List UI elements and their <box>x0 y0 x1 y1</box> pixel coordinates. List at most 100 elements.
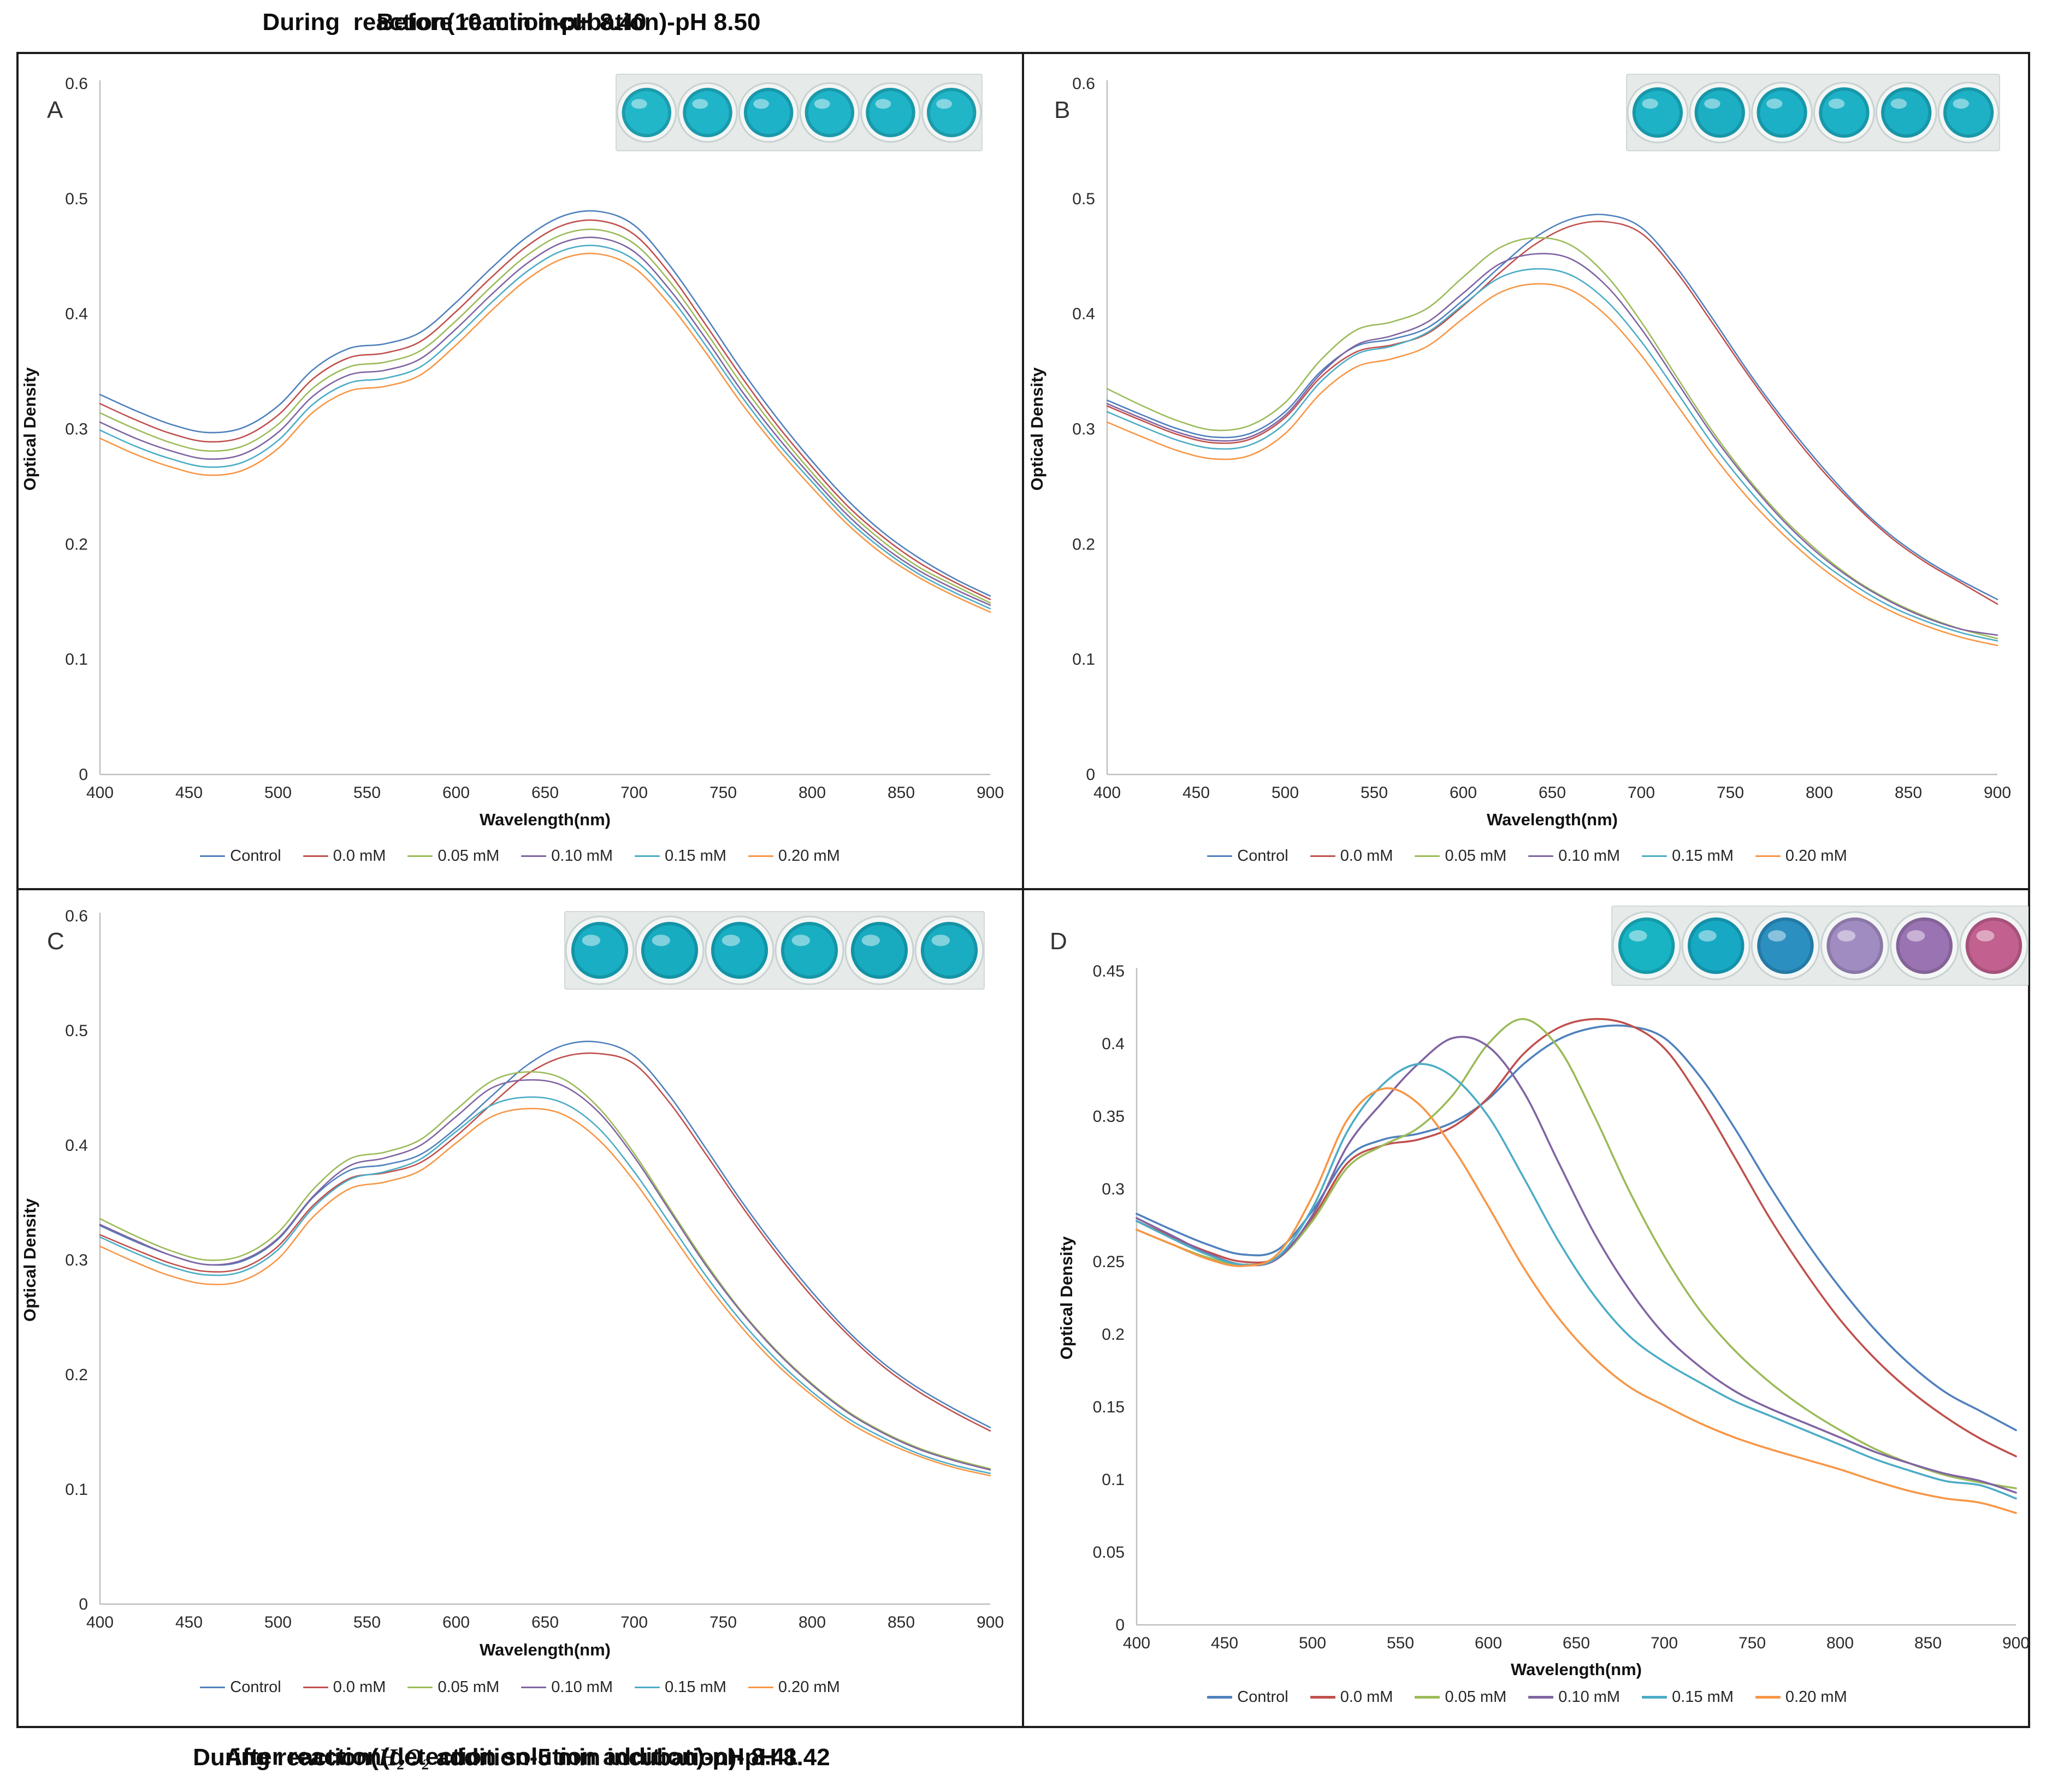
y-tick-label: 0 <box>1086 766 1095 784</box>
legend-item-0-05-mm: 0.05 mM <box>1415 1688 1506 1706</box>
legend-label: 0.0 mM <box>1340 1688 1393 1706</box>
y-tick-label: 0.05 <box>1093 1543 1125 1562</box>
panel-a-chart: 0.6 0.5 0.4 0.3 0.2 0.1 0 400 450 500 550 600 650 700… <box>19 54 1021 885</box>
x-tick-label: 500 <box>1299 1634 1326 1652</box>
well-5 <box>1881 87 1932 138</box>
well-highlight-4 <box>1837 930 1856 942</box>
panel-label-d: D <box>1050 928 1067 955</box>
well-highlight-6 <box>931 935 950 947</box>
legend-label: 0.10 mM <box>551 1678 613 1696</box>
well-shade-4 <box>1826 917 1883 974</box>
caption-c-post: addition-5 min incubation)-pH 8.42 <box>429 1744 830 1771</box>
y-tick-label: 0.6 <box>1072 75 1095 93</box>
legend-item-control: Control <box>200 1678 281 1696</box>
legend-label: 0.10 mM <box>1558 1688 1621 1706</box>
y-axis-title: Optical Density <box>1057 1236 1076 1359</box>
legend-line-icon <box>1207 1696 1233 1699</box>
well-highlight-3 <box>722 935 741 947</box>
series-line-0-05-mm <box>1106 237 1998 640</box>
well-shade-6 <box>920 921 978 979</box>
legend-item-0-20-mm: 0.20 mM <box>748 847 840 865</box>
well-4 <box>1826 917 1883 974</box>
y-tick-label: 0.4 <box>65 1137 88 1155</box>
y-tick-label: 0.1 <box>1102 1471 1125 1489</box>
x-tick-label: 600 <box>442 1613 470 1631</box>
legend-label: 0.0 mM <box>1340 847 1393 865</box>
well-plate-photo <box>564 911 985 990</box>
panel-b-title: During reaction(10 min incubation)-pH 8.… <box>262 9 761 36</box>
legend-label: 0.20 mM <box>778 847 840 865</box>
legend-line-icon <box>1755 1696 1781 1699</box>
legend-item-0-10-mm: 0.10 mM <box>521 1678 613 1696</box>
well-shade-2 <box>683 87 732 138</box>
x-tick-label: 650 <box>531 784 559 802</box>
well-highlight-3 <box>1766 98 1783 109</box>
y-tick-label: 0.1 <box>65 1481 88 1499</box>
x-tick-label: 750 <box>709 1613 737 1631</box>
legend: Control 0.0 mM 0.05 mM 0.10 mM 0.15 mM 0.20 m… <box>19 847 1021 865</box>
well-4 <box>805 87 855 138</box>
well-shade-1 <box>1632 87 1683 138</box>
well-4 <box>780 921 838 979</box>
y-tick-label: 0.2 <box>1072 535 1095 553</box>
y-tick-label: 0 <box>1115 1616 1125 1634</box>
legend-item-control: Control <box>200 847 281 865</box>
legend-item-0-0-mm: 0.0 mM <box>1310 1688 1393 1706</box>
legend-label: Control <box>230 847 281 865</box>
well-shade-6 <box>1965 917 2023 974</box>
formula-h: H <box>379 1744 398 1771</box>
x-tick-label: 550 <box>1361 784 1388 802</box>
y-tick-label: 0.2 <box>1102 1326 1125 1344</box>
x-tick-label: 750 <box>1717 784 1744 802</box>
legend-label: 0.15 mM <box>665 847 726 865</box>
legend-line-icon <box>1528 855 1554 857</box>
legend-item-0-10-mm: 0.10 mM <box>1528 1688 1620 1706</box>
legend-label: 0.20 mM <box>778 1678 840 1696</box>
series-line-0-20-mm <box>1136 1087 2017 1514</box>
series-line-0-15-mm <box>1136 1063 2017 1500</box>
series-line-0-20-mm <box>99 1108 991 1477</box>
well-5 <box>850 921 908 979</box>
legend-line-icon <box>1642 855 1667 857</box>
y-tick-label: 0.15 <box>1093 1398 1125 1416</box>
y-tick-label: 0.25 <box>1093 1253 1125 1271</box>
well-plate-photo <box>1611 906 2029 986</box>
legend-label: 0.0 mM <box>333 1678 386 1696</box>
panel-c-caption: During reaction(H2O2 addition-5 min incu… <box>0 1743 1023 1773</box>
x-tick-label: 550 <box>353 784 381 802</box>
legend-line-icon <box>1755 855 1781 857</box>
legend-line-icon <box>303 855 328 857</box>
legend-line-icon <box>521 1687 547 1688</box>
legend-line-icon <box>303 1687 328 1688</box>
well-2 <box>1694 87 1745 138</box>
well-shade-5 <box>850 921 908 979</box>
well-highlight-5 <box>875 99 891 109</box>
well-2 <box>641 921 699 979</box>
well-6 <box>1943 87 1994 138</box>
series-line-control <box>99 1040 991 1428</box>
well-2 <box>1688 917 1745 974</box>
x-tick-label: 450 <box>1211 1634 1238 1652</box>
well-highlight-4 <box>1828 98 1845 109</box>
legend-item-0-20-mm: 0.20 mM <box>1755 847 1847 865</box>
y-tick-label: 0 <box>79 766 88 784</box>
x-tick-label: 900 <box>977 784 1004 802</box>
caption-c-pre: During reaction( <box>193 1744 379 1771</box>
series-line-0-10-mm <box>99 236 991 606</box>
x-tick-label: 400 <box>1123 1634 1150 1652</box>
x-axis-title: Wavelength(nm) <box>1511 1660 1642 1679</box>
legend-line-icon <box>521 855 547 857</box>
y-axis-title: Optical Density <box>20 1198 39 1321</box>
legend-line-icon <box>1528 1696 1554 1699</box>
well-1 <box>1632 87 1683 138</box>
y-tick-label: 0.6 <box>65 75 88 93</box>
well-highlight-5 <box>1907 930 1925 942</box>
legend-item-control: Control <box>1207 1688 1288 1706</box>
legend-line-icon <box>635 855 660 857</box>
well-5 <box>1896 917 1953 974</box>
legend-label: 0.0 mM <box>333 847 386 865</box>
series-line-control <box>1106 214 1998 600</box>
x-tick-label: 550 <box>1387 1634 1414 1652</box>
x-tick-label: 400 <box>86 784 114 802</box>
panel-label-b: B <box>1054 97 1071 123</box>
